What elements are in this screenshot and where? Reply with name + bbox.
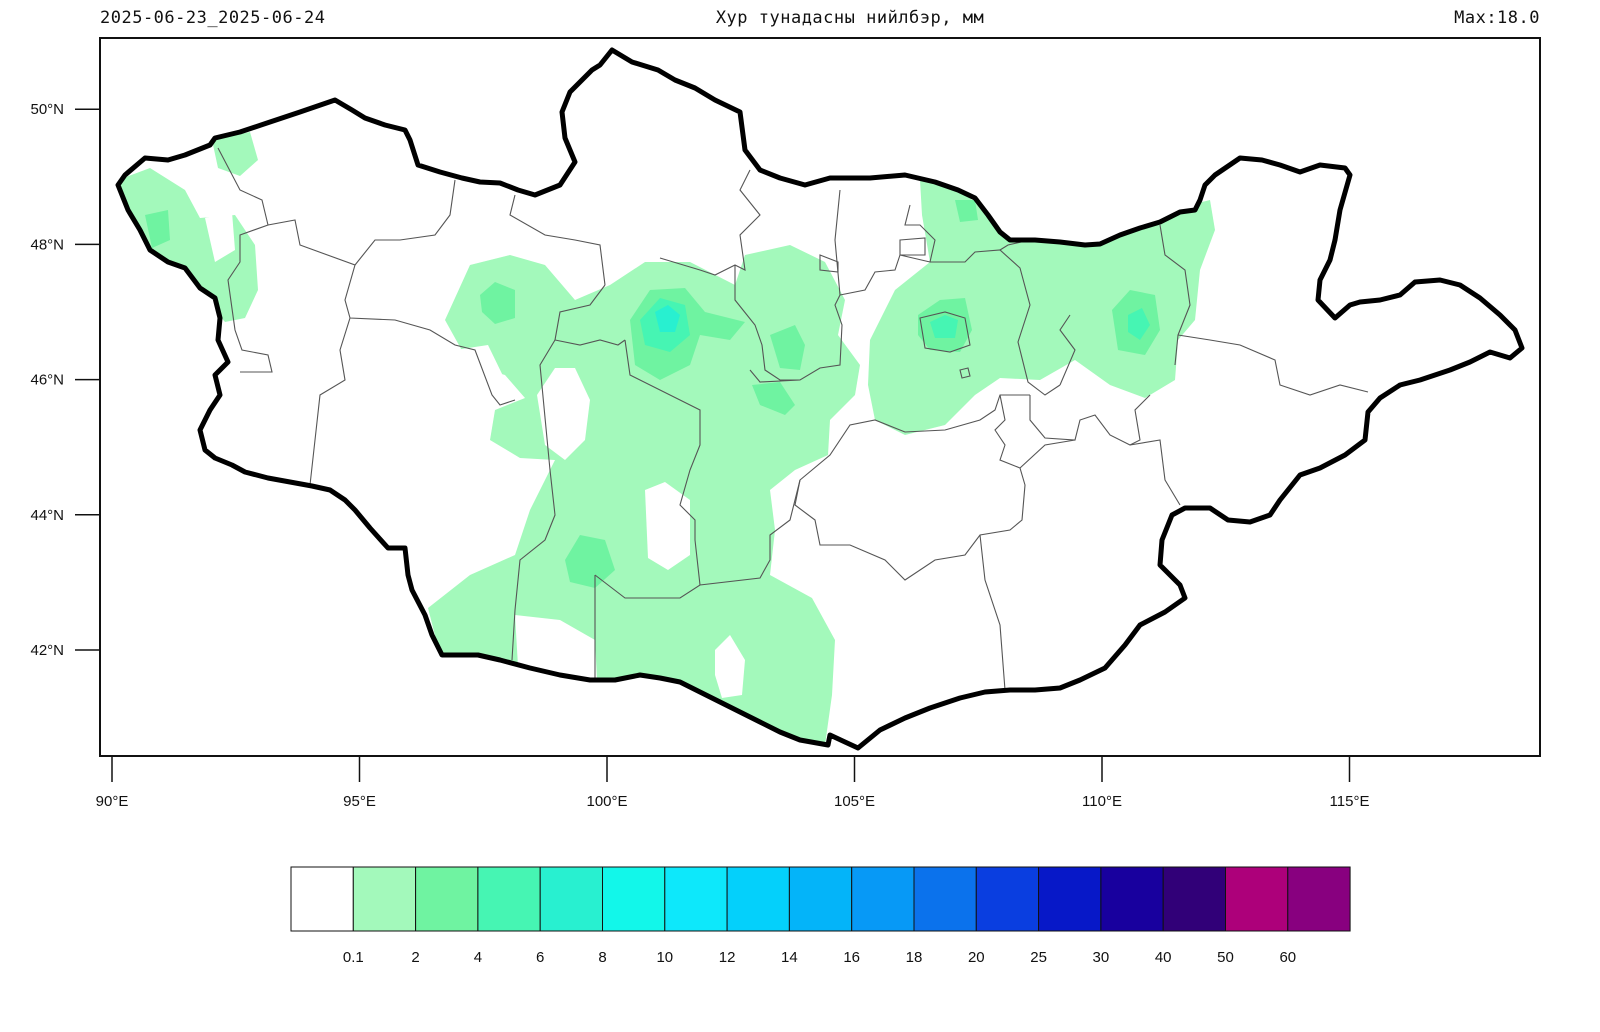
precip-mid-5 bbox=[752, 382, 795, 415]
max-value: Max:18.0 bbox=[1454, 8, 1540, 28]
precip-mid-9 bbox=[955, 200, 978, 222]
colorbar-swatch bbox=[539, 866, 604, 932]
aimag-border bbox=[930, 249, 1061, 396]
colorbar-swatch bbox=[913, 866, 977, 932]
date-range: 2025-06-23_2025-06-24 bbox=[100, 8, 326, 28]
colorbar: 0.1 2 4 6 8 10 12 14 16 18 20 25 30 40 50 60 bbox=[290, 866, 1351, 966]
colorbar-swatch bbox=[602, 866, 666, 932]
colorbar-label: 10 bbox=[656, 949, 673, 966]
lon-label: 110°E bbox=[1082, 793, 1122, 810]
precip-area-east bbox=[868, 180, 1215, 435]
colorbar-swatch bbox=[788, 866, 853, 932]
colorbar-swatch bbox=[975, 866, 1040, 932]
colorbar-label: 14 bbox=[781, 949, 798, 966]
aimag-boundaries bbox=[217, 147, 1369, 691]
aimag-border bbox=[819, 254, 839, 273]
aimag-border bbox=[979, 534, 1006, 691]
precip-high-2 bbox=[930, 315, 958, 338]
aimag-border bbox=[309, 317, 351, 486]
aimag-border bbox=[734, 189, 843, 381]
lon-label: 115°E bbox=[1330, 793, 1370, 810]
aimag-border bbox=[919, 311, 971, 353]
lon-label: 95°E bbox=[343, 793, 376, 810]
aimag-border bbox=[1159, 224, 1191, 366]
colorbar-label: 6 bbox=[536, 949, 544, 966]
aimag-border bbox=[1029, 394, 1151, 446]
lat-label: 50°N bbox=[30, 101, 64, 118]
colorbar-label: 12 bbox=[719, 949, 736, 966]
colorbar-swatch bbox=[726, 866, 790, 932]
precip-mid-4 bbox=[770, 325, 805, 370]
dry-hole-5 bbox=[205, 212, 235, 262]
aimag-border bbox=[659, 169, 761, 276]
colorbar-swatch bbox=[290, 866, 354, 932]
colorbar-swatch bbox=[1100, 866, 1164, 932]
map-frame bbox=[99, 37, 1541, 757]
dry-hole-2 bbox=[645, 482, 690, 570]
precip-area-west bbox=[118, 168, 258, 322]
colorbar-label: 25 bbox=[1030, 949, 1047, 966]
lat-label: 48°N bbox=[30, 236, 64, 253]
precip-mid-1 bbox=[145, 210, 170, 248]
precip-layer bbox=[118, 132, 1215, 745]
aimag-border bbox=[509, 194, 606, 286]
dry-hole-1 bbox=[537, 368, 590, 460]
precip-high-3 bbox=[1128, 308, 1150, 340]
colorbar-label: 50 bbox=[1217, 949, 1234, 966]
aimag-border bbox=[1129, 439, 1181, 506]
aimag-border bbox=[217, 147, 273, 373]
lon-label: 105°E bbox=[834, 793, 875, 810]
colorbar-label: 16 bbox=[843, 949, 860, 966]
lon-label: 100°E bbox=[586, 793, 627, 810]
aimag-border bbox=[1019, 439, 1076, 469]
map-title: Хур тунадасны нийлбэр, мм bbox=[715, 8, 985, 28]
aimag-border bbox=[267, 219, 516, 406]
colorbar-label: 0.1 bbox=[343, 949, 364, 966]
precip-mid-8 bbox=[565, 535, 615, 588]
colorbar-label: 60 bbox=[1279, 949, 1296, 966]
aimag-border bbox=[624, 339, 701, 586]
dry-hole-3 bbox=[715, 635, 745, 698]
lon-label: 90°E bbox=[96, 793, 129, 810]
aimag-border bbox=[1059, 314, 1076, 386]
colorbar-swatch bbox=[477, 866, 541, 932]
colorbar-swatch bbox=[851, 866, 915, 932]
aimag-border bbox=[511, 339, 556, 661]
aimag-border bbox=[839, 204, 936, 296]
lon-axis: 90°E 95°E 100°E 105°E 110°E 115°E bbox=[96, 756, 1370, 810]
aimag-border bbox=[594, 394, 1030, 599]
colorbar-swatch bbox=[1225, 866, 1289, 932]
aimag-border bbox=[899, 237, 926, 256]
precip-mid-2 bbox=[480, 282, 515, 324]
colorbar-swatch bbox=[1038, 866, 1102, 932]
precip-peak bbox=[655, 305, 680, 332]
colorbar-label: 40 bbox=[1155, 949, 1172, 966]
aimag-border bbox=[1177, 334, 1369, 396]
national-border bbox=[115, 47, 1525, 751]
colorbar-swatch bbox=[1287, 866, 1351, 932]
colorbar-swatch bbox=[664, 866, 728, 932]
precip-area-northwest bbox=[212, 132, 258, 176]
lat-label: 46°N bbox=[30, 372, 64, 389]
colorbar-label: 20 bbox=[968, 949, 985, 966]
dry-hole-6 bbox=[455, 345, 505, 395]
colorbar-swatch bbox=[415, 866, 479, 932]
aimag-border bbox=[354, 179, 456, 266]
colorbar-label: 18 bbox=[906, 949, 923, 966]
colorbar-label: 8 bbox=[598, 949, 606, 966]
lat-axis: 50°N 48°N 46°N 44°N 42°N bbox=[30, 101, 100, 659]
lat-label: 44°N bbox=[30, 507, 64, 524]
aimag-border bbox=[959, 367, 971, 379]
colorbar-label: 2 bbox=[411, 949, 419, 966]
aimag-border bbox=[554, 284, 626, 346]
colorbar-label: 4 bbox=[474, 949, 482, 966]
aimag-border bbox=[749, 369, 801, 383]
colorbar-swatch bbox=[1162, 866, 1226, 932]
colorbar-swatch bbox=[352, 866, 417, 932]
lat-label: 42°N bbox=[30, 642, 64, 659]
colorbar-label: 30 bbox=[1093, 949, 1110, 966]
